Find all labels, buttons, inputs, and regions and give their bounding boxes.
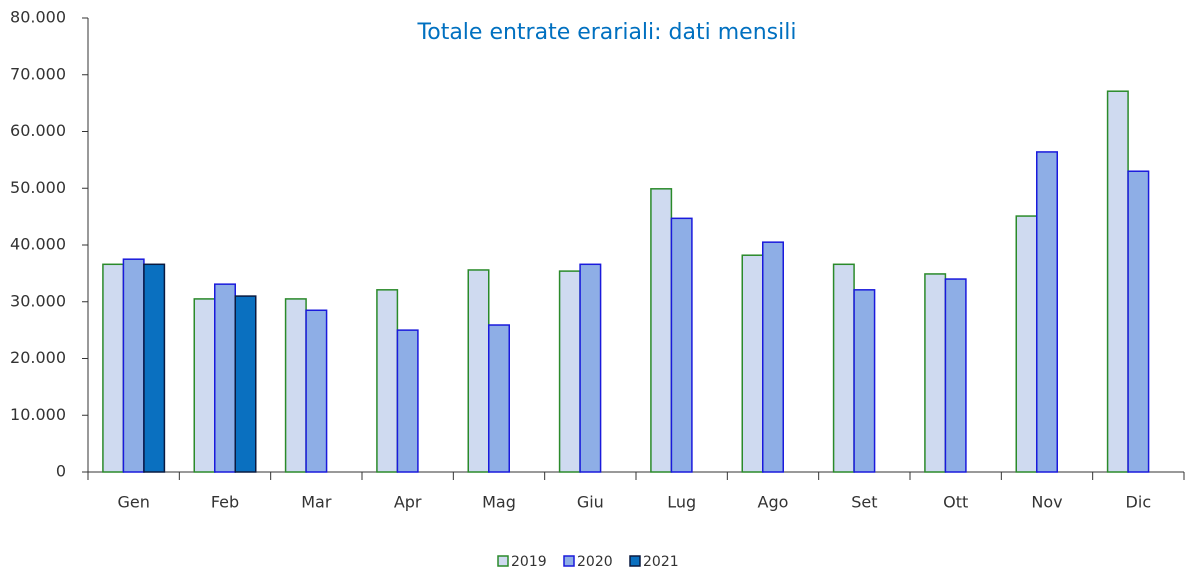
bar xyxy=(741,254,764,473)
x-tick-label: Mag xyxy=(482,493,516,512)
bar xyxy=(832,263,855,473)
chart-title: Totale entrate erariali: dati mensili xyxy=(417,20,797,45)
y-tick-label: 80.000 xyxy=(10,8,66,27)
y-tick-label: 60.000 xyxy=(10,121,66,140)
legend-swatch xyxy=(563,555,575,567)
bar xyxy=(284,298,307,473)
bar xyxy=(396,329,419,473)
bar xyxy=(376,289,399,473)
x-tick-label: Giu xyxy=(577,493,604,512)
x-tick-label: Set xyxy=(851,493,877,512)
y-tick-label: 50.000 xyxy=(10,178,66,197)
bar xyxy=(579,263,602,473)
bar xyxy=(853,289,876,473)
bar xyxy=(762,241,784,473)
bar xyxy=(193,298,216,473)
y-tick-label: 0 xyxy=(56,462,66,481)
y-tick-label: 20.000 xyxy=(10,348,66,367)
bar xyxy=(467,269,490,473)
bar xyxy=(234,295,257,473)
x-tick-label: Ott xyxy=(943,493,968,512)
bar xyxy=(214,283,236,473)
bar xyxy=(102,263,125,473)
bar xyxy=(944,278,967,473)
bar xyxy=(1015,215,1038,473)
y-tick-label: 30.000 xyxy=(10,291,66,310)
bar xyxy=(305,309,328,473)
y-tick-label: 70.000 xyxy=(10,64,66,83)
bar xyxy=(1127,170,1150,473)
y-tick-label: 40.000 xyxy=(10,235,66,254)
bar xyxy=(924,273,947,473)
x-tick-label: Mar xyxy=(301,493,332,512)
legend-label: 2019 xyxy=(511,554,547,570)
x-tick-label: Dic xyxy=(1126,493,1152,512)
x-tick-label: Ago xyxy=(758,493,789,512)
bar xyxy=(670,217,693,473)
x-tick-label: Apr xyxy=(394,493,422,512)
bar xyxy=(1036,151,1058,473)
bar xyxy=(143,263,166,473)
x-tick-label: Lug xyxy=(667,493,696,512)
legend-swatch xyxy=(629,555,641,567)
bar xyxy=(122,258,145,473)
bar xyxy=(650,188,673,473)
legend-swatch xyxy=(497,555,509,567)
x-tick-label: Gen xyxy=(117,493,149,512)
x-tick-label: Feb xyxy=(211,493,239,512)
x-tick-label: Nov xyxy=(1031,493,1062,512)
y-tick-label: 10.000 xyxy=(10,405,66,424)
legend-label: 2021 xyxy=(643,554,679,570)
legend-label: 2020 xyxy=(577,554,613,570)
bar xyxy=(558,270,581,473)
bar xyxy=(488,324,510,473)
bar xyxy=(1106,90,1129,473)
